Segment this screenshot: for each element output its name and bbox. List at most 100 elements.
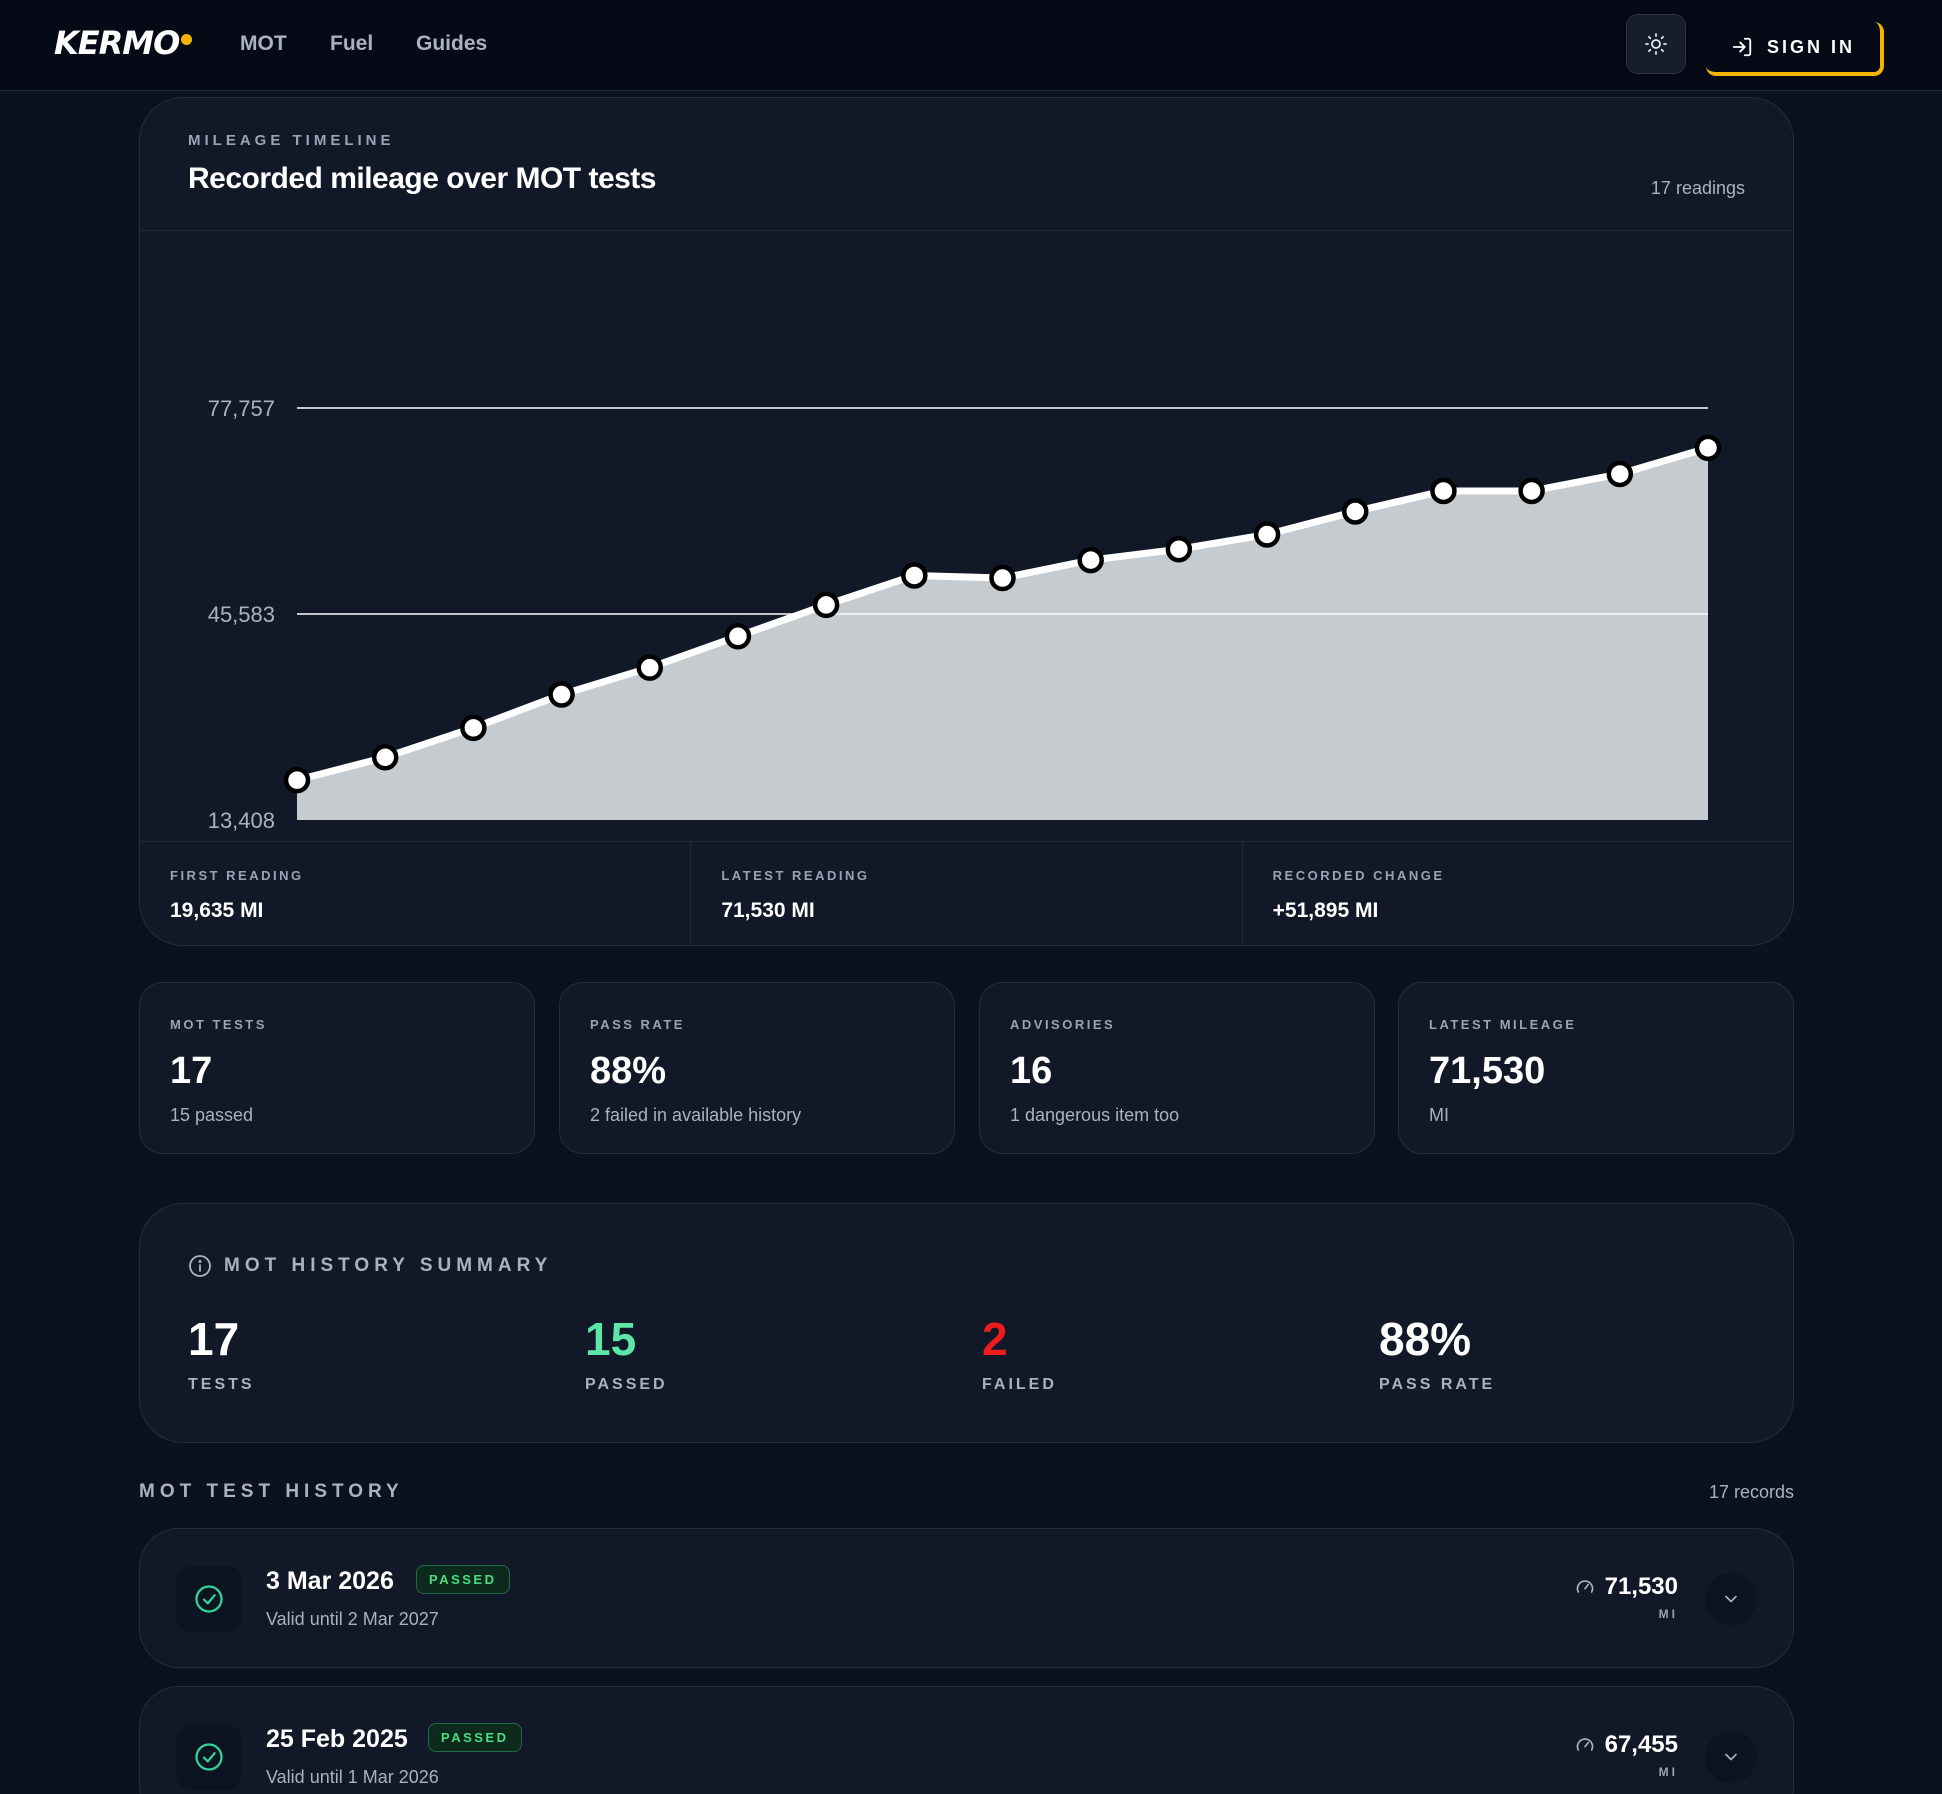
kpi-pass-rate: PASS RATE 88% 2 failed in available hist… (559, 982, 955, 1154)
kpi-subtext: 15 passed (170, 1105, 254, 1125)
kpi-value: 88% (590, 1050, 667, 1092)
recorded-change-stat: RECORDED CHANGE +51,895 MI (1241, 842, 1793, 945)
summary-value: 17 (188, 1313, 240, 1365)
history-record[interactable]: 3 Mar 2026 PASSED Valid until 2 Mar 2027… (139, 1528, 1794, 1668)
stat-label: LATEST READING (721, 868, 870, 883)
mileage-value: 67,455 (1604, 1731, 1678, 1758)
record-mileage: 67,455 MI (1575, 1731, 1678, 1779)
mileage-unit: MI (1658, 1607, 1678, 1621)
readings-count: 17 readings (1650, 178, 1745, 198)
timeline-eyebrow: MILEAGE TIMELINE (188, 132, 395, 149)
data-point (1077, 546, 1104, 574)
chevron-down-icon (1725, 1753, 1737, 1761)
nav-link-guides[interactable]: Guides (416, 32, 488, 55)
mileage-unit: MI (1658, 1765, 1678, 1779)
theme-toggle-button[interactable] (1626, 14, 1686, 74)
data-point (1694, 434, 1722, 462)
data-point (1606, 460, 1634, 488)
data-point (989, 564, 1016, 592)
summary-label: PASSED (585, 1376, 668, 1393)
data-point (548, 681, 575, 708)
logo-dot (181, 34, 192, 45)
data-point (901, 562, 928, 589)
status-badge: PASSED (428, 1723, 522, 1752)
kpi-value: 17 (170, 1050, 213, 1092)
record-valid-until: Valid until 1 Mar 2026 (266, 1767, 439, 1787)
summary-label: FAILED (982, 1376, 1057, 1393)
stat-value: 71,530 MI (721, 899, 815, 922)
kpi-latest-mileage: LATEST MILEAGE 71,530 MI (1398, 982, 1794, 1154)
mot-history-summary-card: MOT HISTORY SUMMARY 17 TESTS 15 PASSED 2… (139, 1203, 1794, 1443)
data-point (460, 714, 487, 742)
data-point (812, 591, 840, 619)
data-point (371, 744, 399, 771)
kpi-label: PASS RATE (590, 1017, 685, 1032)
chart-stats-row: FIRST READING 19,635 MI LATEST READING 7… (140, 841, 1793, 945)
stat-value: 19,635 MI (170, 899, 264, 922)
expand-button[interactable] (1705, 1573, 1757, 1625)
kpi-subtext: MI (1429, 1105, 1449, 1125)
kpi-value: 71,530 (1429, 1050, 1546, 1092)
chart-title: Recorded mileage over MOT tests (188, 162, 657, 195)
nav-link-mot[interactable]: MOT (240, 32, 287, 55)
summary-title: MOT HISTORY SUMMARY (188, 1254, 552, 1278)
top-bar: KERMO MOT Fuel Guides SIGN IN (0, 0, 1942, 91)
data-point (283, 766, 311, 794)
first-reading-stat: FIRST READING 19,635 MI (140, 842, 690, 945)
kpi-subtext: 1 dangerous item too (1010, 1105, 1180, 1125)
area-fill (297, 447, 1708, 820)
check-circle-icon (195, 1585, 223, 1613)
kpi-subtext: 2 failed in available history (590, 1105, 802, 1125)
mileage-timeline-card: MILEAGE TIMELINE Recorded mileage over M… (139, 97, 1794, 946)
data-point (1518, 477, 1545, 505)
kpi-label: ADVISORIES (1010, 1017, 1116, 1032)
kpi-advisories: ADVISORIES 16 1 dangerous item too (979, 982, 1375, 1154)
history-header: MOT TEST HISTORY 17 records (139, 1481, 1794, 1503)
sun-icon (1645, 33, 1667, 55)
summary-tests: 17 TESTS (188, 1312, 255, 1394)
logo[interactable]: KERMO (54, 24, 180, 62)
summary-label: TESTS (188, 1376, 255, 1393)
summary-value: 2 (982, 1313, 1008, 1365)
y-tick-label: 45,583 (208, 602, 275, 627)
summary-value: 15 (585, 1313, 637, 1365)
summary-passed: 15 PASSED (585, 1312, 668, 1394)
speedometer-icon (1576, 1738, 1593, 1751)
stat-label: RECORDED CHANGE (1272, 868, 1445, 883)
summary-failed: 2 FAILED (982, 1312, 1057, 1394)
login-icon (1732, 37, 1752, 57)
chart-header: MILEAGE TIMELINE Recorded mileage over M… (140, 98, 1793, 231)
summary-label: PASS RATE (1379, 1376, 1496, 1393)
data-point (636, 654, 663, 681)
latest-reading-stat: LATEST READING 71,530 MI (690, 842, 1241, 945)
sign-in-button[interactable]: SIGN IN (1706, 22, 1884, 76)
y-tick-label: 77,757 (208, 396, 275, 421)
history-count: 17 records (1708, 1481, 1794, 1502)
expand-button[interactable] (1705, 1731, 1757, 1783)
summary-pass-rate: 88% PASS RATE (1379, 1312, 1495, 1394)
summary-value: 88% (1379, 1313, 1472, 1365)
status-icon-box (176, 1724, 242, 1790)
record-mileage: 71,530 MI (1575, 1573, 1678, 1621)
data-point (1342, 498, 1369, 525)
record-date: 25 Feb 2025 (266, 1725, 408, 1753)
data-point (724, 623, 752, 650)
kpi-value: 16 (1010, 1050, 1053, 1092)
kpi-label: LATEST MILEAGE (1429, 1017, 1577, 1032)
check-circle-icon (195, 1743, 223, 1771)
mileage-value: 71,530 (1604, 1573, 1678, 1600)
status-badge: PASSED (416, 1565, 510, 1594)
history-title: MOT TEST HISTORY (139, 1481, 404, 1502)
stat-value: +51,895 MI (1272, 899, 1379, 922)
y-tick-label: 13,408 (208, 808, 275, 833)
history-record[interactable]: 25 Feb 2025 PASSED Valid until 1 Mar 202… (139, 1686, 1794, 1794)
kpi-mot-tests: MOT TESTS 17 15 passed (139, 982, 535, 1154)
record-date: 3 Mar 2026 (266, 1567, 394, 1595)
status-icon-box (176, 1566, 242, 1632)
kpi-label: MOT TESTS (170, 1017, 267, 1032)
info-icon (189, 1255, 211, 1277)
nav-link-fuel[interactable]: Fuel (330, 32, 374, 55)
speedometer-icon (1576, 1580, 1593, 1593)
stat-label: FIRST READING (170, 868, 304, 883)
